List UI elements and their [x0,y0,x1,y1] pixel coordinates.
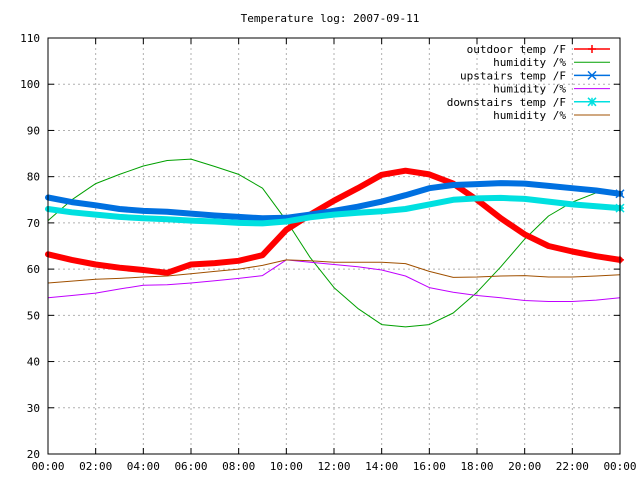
x-tick-label: 06:00 [174,460,207,473]
y-tick-label: 90 [27,124,40,137]
x-tick-label: 20:00 [508,460,541,473]
y-tick-label: 20 [27,448,40,461]
x-tick-label: 00:00 [603,460,636,473]
x-tick-label: 12:00 [317,460,350,473]
x-tick-label: 02:00 [79,460,112,473]
series-line-2 [45,180,623,222]
y-tick-label: 60 [27,263,40,276]
y-tick-label: 40 [27,356,40,369]
x-tick-label: 14:00 [365,460,398,473]
legend-label: downstairs temp /F [447,96,566,109]
series-line-0 [45,167,623,276]
x-tick-label: 10:00 [270,460,303,473]
y-tick-label: 110 [20,32,40,45]
x-tick-label: 22:00 [556,460,589,473]
legend-label: humidity /% [493,83,566,96]
series-layer [45,158,625,328]
series-line-1 [47,158,621,328]
y-tick-label: 100 [20,78,40,91]
x-tick-label: 08:00 [222,460,255,473]
series-line-3 [47,259,621,302]
chart-title: Temperature log: 2007-09-11 [241,12,420,25]
y-tick-label: 70 [27,217,40,230]
legend-marker [587,97,597,107]
series-line-4 [45,194,623,227]
ticks: 20 30 40 50 60 70 80 90 100 110 00:00 02:00 04:00 06:… [20,32,636,473]
y-tick-label: 80 [27,171,40,184]
y-tick-label: 30 [27,402,40,415]
series-line-5 [47,259,621,284]
grid [48,38,620,454]
x-tick-label: 04:00 [127,460,160,473]
legend-label: humidity /% [493,109,566,122]
x-tick-label: 00:00 [31,460,64,473]
legend-marker [588,45,596,53]
legend-marker [587,70,597,80]
x-tick-label: 16:00 [413,460,446,473]
x-tick-label: 18:00 [460,460,493,473]
y-tick-label: 50 [27,309,40,322]
legend-label: upstairs temp /F [460,69,566,82]
legend-label: humidity /% [493,56,566,69]
legend-label: outdoor temp /F [467,43,566,56]
